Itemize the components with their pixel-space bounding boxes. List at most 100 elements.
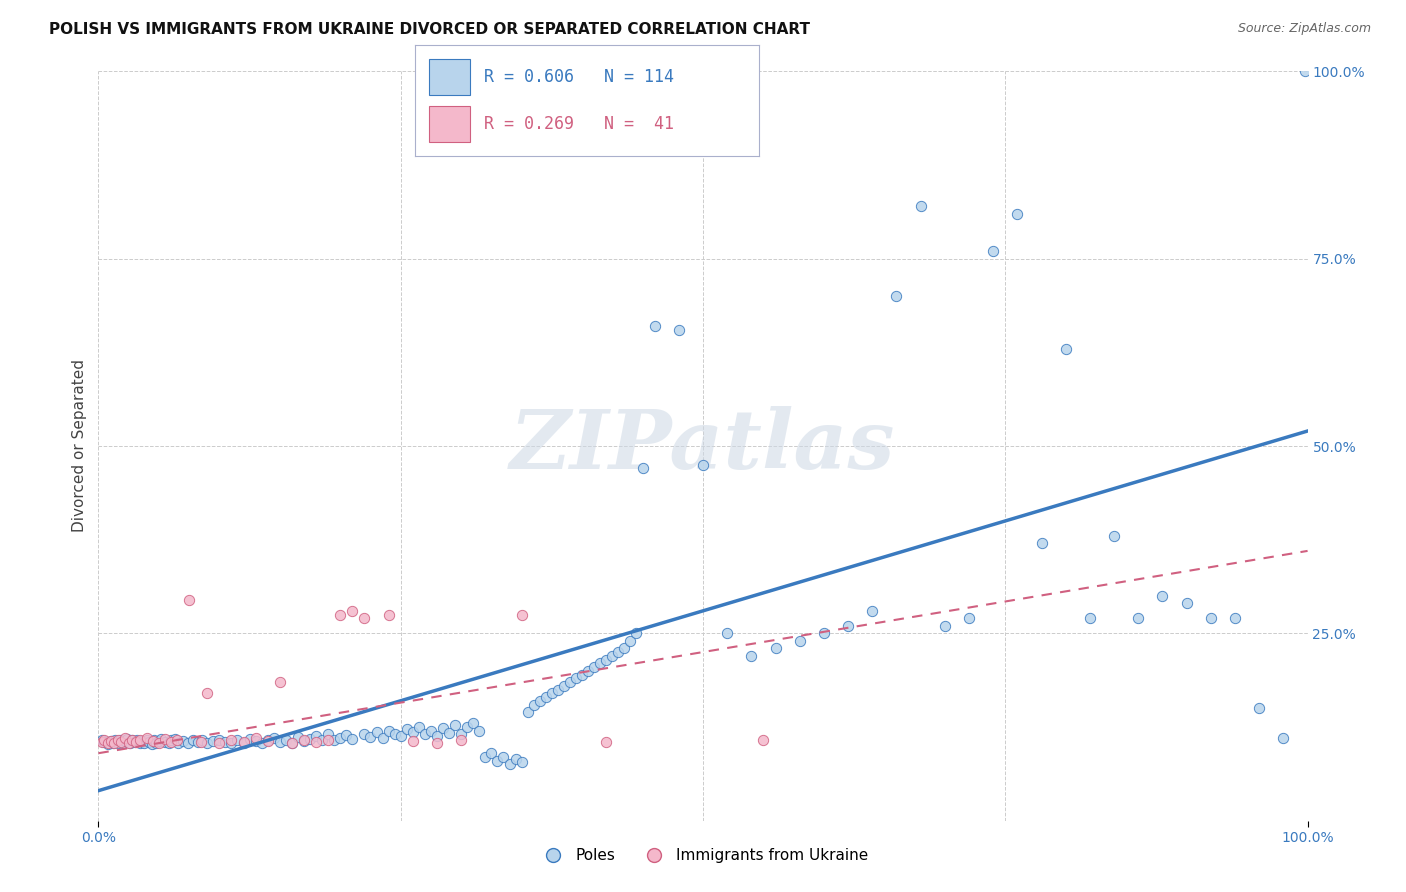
Point	[456, 720, 478, 734]
Point	[110, 735, 132, 749]
Point	[153, 735, 176, 749]
Point	[100, 734, 122, 748]
Y-axis label: Divorced or Separated: Divorced or Separated	[72, 359, 87, 533]
Point	[93, 735, 115, 749]
Point	[426, 729, 449, 743]
Point	[131, 734, 153, 748]
Point	[426, 736, 449, 750]
Point	[886, 289, 908, 303]
Point	[91, 735, 114, 749]
Point	[191, 733, 214, 747]
Text: ZIPatlas: ZIPatlas	[510, 406, 896, 486]
Point	[108, 733, 131, 747]
Point	[135, 732, 157, 747]
Point	[316, 732, 339, 747]
Point	[342, 731, 364, 746]
Point	[981, 244, 1004, 259]
Point	[232, 736, 254, 750]
Point	[377, 723, 399, 738]
Point	[111, 736, 134, 750]
Point	[1102, 529, 1125, 543]
Point	[118, 736, 141, 750]
Point	[239, 731, 262, 746]
Point	[142, 734, 165, 748]
Point	[157, 736, 180, 750]
Legend: Poles, Immigrants from Ukraine: Poles, Immigrants from Ukraine	[531, 842, 875, 869]
Point	[148, 734, 170, 748]
Point	[323, 732, 346, 747]
Point	[1199, 611, 1222, 625]
Point	[292, 733, 315, 747]
Point	[765, 641, 787, 656]
Point	[114, 731, 136, 746]
Point	[1223, 611, 1246, 625]
Point	[118, 736, 141, 750]
Point	[148, 736, 170, 750]
Point	[214, 735, 236, 749]
Point	[371, 731, 394, 746]
Point	[505, 752, 527, 766]
Point	[187, 735, 209, 749]
Point	[208, 732, 231, 747]
Point	[583, 660, 606, 674]
Point	[311, 733, 333, 747]
Point	[957, 611, 980, 625]
Point	[256, 733, 278, 747]
Point	[1078, 611, 1101, 625]
Point	[143, 733, 166, 747]
Point	[613, 641, 636, 656]
Point	[117, 731, 139, 746]
Point	[384, 727, 406, 741]
Point	[463, 716, 485, 731]
Point	[1007, 207, 1029, 221]
Point	[1249, 701, 1271, 715]
Point	[163, 731, 186, 746]
Point	[177, 736, 200, 750]
Point	[571, 667, 593, 681]
Point	[474, 750, 496, 764]
Point	[408, 720, 430, 734]
Point	[910, 199, 932, 213]
Point	[179, 592, 201, 607]
Point	[153, 731, 176, 746]
Point	[107, 736, 129, 750]
Point	[813, 626, 835, 640]
Point	[299, 731, 322, 746]
Point	[232, 735, 254, 749]
Point	[450, 733, 472, 747]
Point	[342, 604, 364, 618]
Point	[1272, 731, 1295, 746]
Point	[516, 705, 538, 719]
Point	[1294, 64, 1316, 78]
Point	[221, 736, 243, 750]
Point	[534, 690, 557, 704]
Point	[492, 750, 515, 764]
Point	[1054, 342, 1077, 356]
Point	[221, 733, 243, 747]
Point	[631, 461, 654, 475]
Point	[167, 736, 190, 750]
Point	[353, 611, 375, 625]
Point	[166, 733, 188, 747]
Point	[305, 729, 328, 743]
Point	[104, 732, 127, 747]
Point	[127, 732, 149, 747]
Point	[450, 727, 472, 741]
Point	[540, 686, 562, 700]
Point	[692, 458, 714, 472]
Point	[181, 732, 204, 747]
Point	[565, 671, 588, 685]
Point	[486, 754, 509, 768]
Point	[595, 652, 617, 666]
Point	[716, 626, 738, 640]
Point	[138, 735, 160, 749]
Point	[437, 726, 460, 740]
Point	[263, 731, 285, 746]
Point	[1175, 596, 1198, 610]
Point	[529, 694, 551, 708]
FancyBboxPatch shape	[429, 106, 470, 142]
Point	[256, 734, 278, 748]
Point	[602, 648, 624, 663]
Point	[101, 736, 124, 750]
Point	[420, 723, 443, 738]
